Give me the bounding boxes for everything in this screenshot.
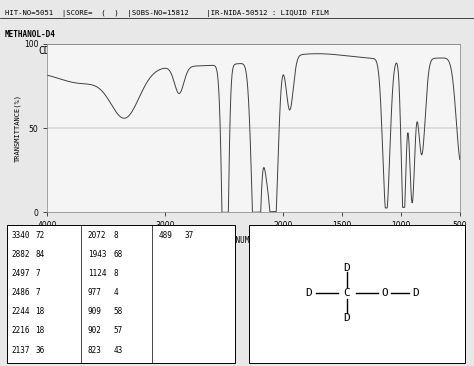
Text: 823: 823	[88, 346, 101, 355]
Text: 58: 58	[114, 307, 123, 317]
Text: HIT-NO=5051  |SCORE=  (  )  |SOBS-NO=15812    |IR-NIDA-50512 : LIQUID FILM: HIT-NO=5051 |SCORE= ( ) |SOBS-NO=15812 |…	[5, 10, 328, 17]
Text: 902: 902	[88, 326, 101, 336]
Text: 37: 37	[185, 231, 194, 240]
Text: C: C	[343, 288, 350, 298]
Text: D: D	[305, 288, 312, 298]
Text: D: D	[343, 313, 350, 323]
Text: 18: 18	[36, 326, 45, 336]
Text: 909: 909	[88, 307, 101, 317]
Text: 3340: 3340	[12, 231, 30, 240]
Text: 2882: 2882	[12, 250, 30, 259]
Text: 2137: 2137	[12, 346, 30, 355]
Y-axis label: TRANSMITTANCE(%): TRANSMITTANCE(%)	[15, 94, 21, 162]
Text: 36: 36	[36, 346, 45, 355]
FancyBboxPatch shape	[249, 225, 465, 363]
Text: 8: 8	[114, 231, 118, 240]
Text: 2216: 2216	[12, 326, 30, 336]
FancyBboxPatch shape	[7, 225, 235, 363]
Text: 43: 43	[114, 346, 123, 355]
Text: 18: 18	[36, 307, 45, 317]
Text: 8: 8	[114, 269, 118, 279]
Text: 977: 977	[88, 288, 101, 298]
Text: 7: 7	[36, 288, 40, 298]
Text: 1943: 1943	[88, 250, 106, 259]
Text: 7: 7	[36, 269, 40, 279]
Text: O: O	[381, 288, 388, 298]
Text: D: D	[343, 263, 350, 273]
Text: 2486: 2486	[12, 288, 30, 298]
Text: 2244: 2244	[12, 307, 30, 317]
Text: METHANOL-D4: METHANOL-D4	[5, 30, 55, 39]
Text: D: D	[412, 288, 419, 298]
Text: 72: 72	[36, 231, 45, 240]
Text: 57: 57	[114, 326, 123, 336]
Text: 2497: 2497	[12, 269, 30, 279]
Text: 84: 84	[36, 250, 45, 259]
Text: 68: 68	[114, 250, 123, 259]
Text: 4: 4	[114, 288, 118, 298]
Text: 2072: 2072	[88, 231, 106, 240]
Text: CD₄O: CD₄O	[38, 46, 62, 56]
Text: 1124: 1124	[88, 269, 106, 279]
Text: 489: 489	[159, 231, 173, 240]
X-axis label: WAVENUMBER(cm⁻¹): WAVENUMBER(cm⁻¹)	[217, 236, 291, 245]
